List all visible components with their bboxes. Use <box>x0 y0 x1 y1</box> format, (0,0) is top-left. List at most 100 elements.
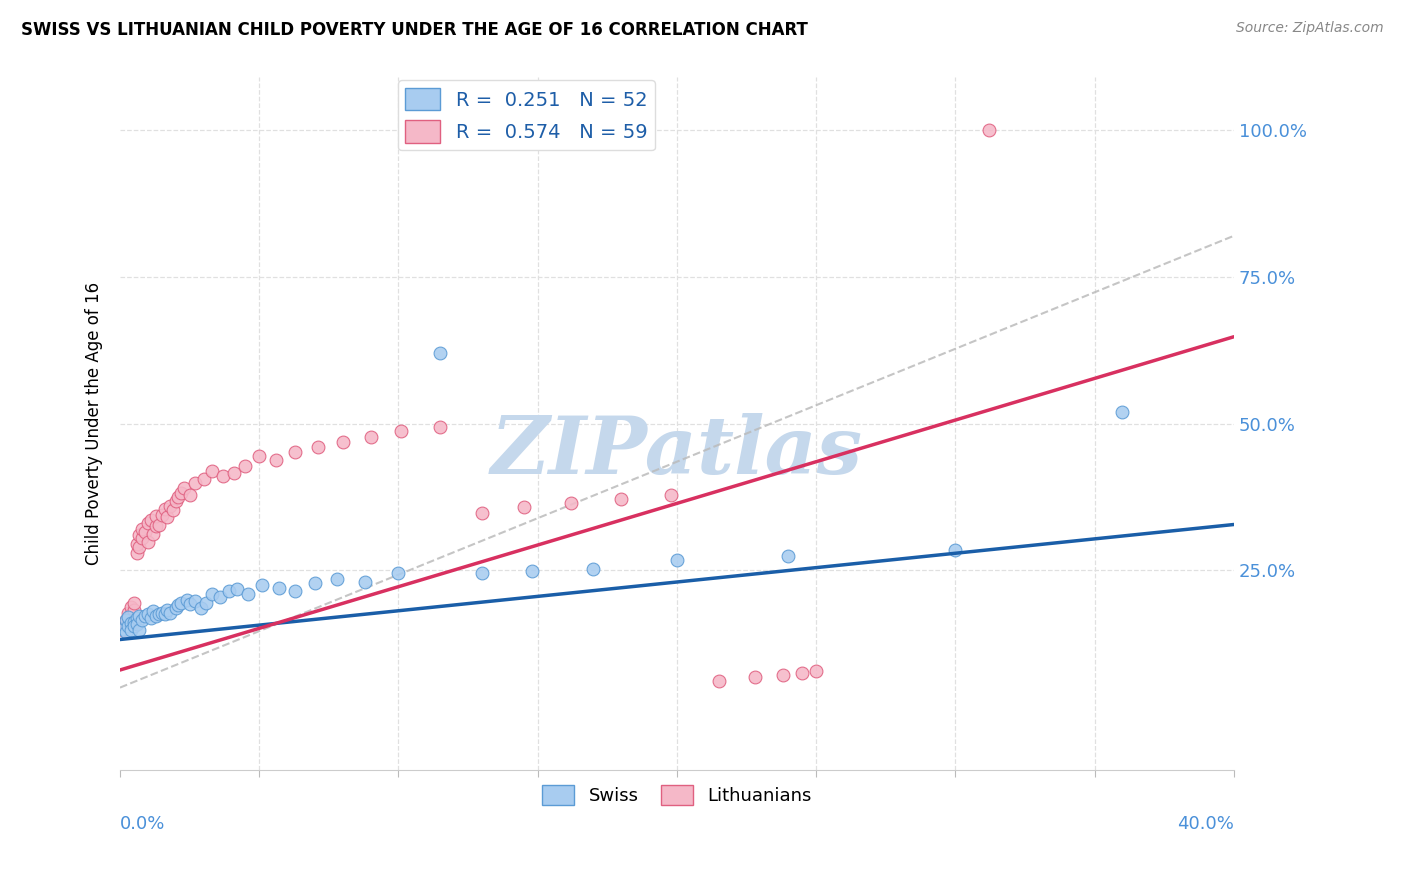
Point <box>128 623 150 637</box>
Point <box>128 540 150 554</box>
Point <box>173 481 195 495</box>
Point <box>792 665 814 680</box>
Point <box>226 582 249 596</box>
Point <box>122 595 145 609</box>
Point <box>744 670 766 684</box>
Text: 40.0%: 40.0% <box>1177 814 1234 833</box>
Point <box>156 510 179 524</box>
Point <box>264 453 287 467</box>
Point <box>145 609 167 624</box>
Point <box>332 435 354 450</box>
Point <box>120 623 142 637</box>
Point <box>111 623 134 637</box>
Point <box>307 440 329 454</box>
Point <box>512 500 534 514</box>
Point <box>114 613 136 627</box>
Point <box>125 546 148 560</box>
Point <box>471 566 494 581</box>
Point <box>117 606 139 620</box>
Text: SWISS VS LITHUANIAN CHILD POVERTY UNDER THE AGE OF 16 CORRELATION CHART: SWISS VS LITHUANIAN CHILD POVERTY UNDER … <box>21 21 808 39</box>
Point <box>159 499 181 513</box>
Point <box>195 595 218 609</box>
Point <box>139 611 162 625</box>
Point <box>136 607 159 622</box>
Point <box>429 419 451 434</box>
Point <box>159 606 181 620</box>
Point <box>284 444 307 458</box>
Point <box>142 604 165 618</box>
Point <box>122 603 145 617</box>
Point <box>117 611 139 625</box>
Point <box>114 624 136 639</box>
Point <box>148 607 170 622</box>
Point <box>167 490 190 504</box>
Point <box>131 522 153 536</box>
Point <box>201 587 224 601</box>
Point <box>176 592 198 607</box>
Point <box>122 615 145 629</box>
Point <box>236 587 259 601</box>
Point <box>145 519 167 533</box>
Point <box>145 509 167 524</box>
Point <box>284 583 307 598</box>
Point <box>184 594 207 608</box>
Point <box>114 613 136 627</box>
Point <box>179 597 201 611</box>
Point <box>943 542 966 557</box>
Point <box>131 531 153 545</box>
Point <box>387 566 409 581</box>
Point <box>247 449 270 463</box>
Point <box>150 606 173 620</box>
Point <box>134 609 156 624</box>
Point <box>131 613 153 627</box>
Point <box>114 619 136 633</box>
Point <box>772 667 794 681</box>
Point <box>153 501 176 516</box>
Y-axis label: Child Poverty Under the Age of 16: Child Poverty Under the Age of 16 <box>86 282 103 566</box>
Point <box>165 601 187 615</box>
Point <box>201 464 224 478</box>
Point <box>804 664 827 678</box>
Point <box>111 617 134 632</box>
Point <box>134 525 156 540</box>
Point <box>128 609 150 624</box>
Point <box>120 616 142 631</box>
Point <box>212 469 235 483</box>
Point <box>120 607 142 622</box>
Point <box>170 485 193 500</box>
Point <box>167 599 190 613</box>
Point <box>267 581 290 595</box>
Point <box>170 595 193 609</box>
Point <box>184 476 207 491</box>
Point <box>360 429 382 443</box>
Point <box>150 508 173 522</box>
Point <box>778 549 800 563</box>
Text: Source: ZipAtlas.com: Source: ZipAtlas.com <box>1236 21 1384 36</box>
Legend: Swiss, Lithuanians: Swiss, Lithuanians <box>534 777 820 813</box>
Point <box>218 583 240 598</box>
Point <box>610 491 633 506</box>
Point <box>471 506 494 520</box>
Point <box>304 576 326 591</box>
Point <box>142 527 165 541</box>
Point <box>125 617 148 632</box>
Point <box>117 619 139 633</box>
Point <box>250 578 273 592</box>
Point <box>136 516 159 531</box>
Point <box>520 565 543 579</box>
Point <box>125 611 148 625</box>
Point <box>977 123 1000 137</box>
Point <box>117 610 139 624</box>
Point <box>560 496 582 510</box>
Point <box>193 472 215 486</box>
Point <box>122 619 145 633</box>
Point <box>162 503 184 517</box>
Point <box>156 603 179 617</box>
Point <box>665 552 688 566</box>
Point <box>224 467 246 481</box>
Text: 0.0%: 0.0% <box>120 814 166 833</box>
Text: ZIPatlas: ZIPatlas <box>491 412 863 490</box>
Point <box>148 517 170 532</box>
Point <box>389 424 412 438</box>
Point <box>582 562 605 576</box>
